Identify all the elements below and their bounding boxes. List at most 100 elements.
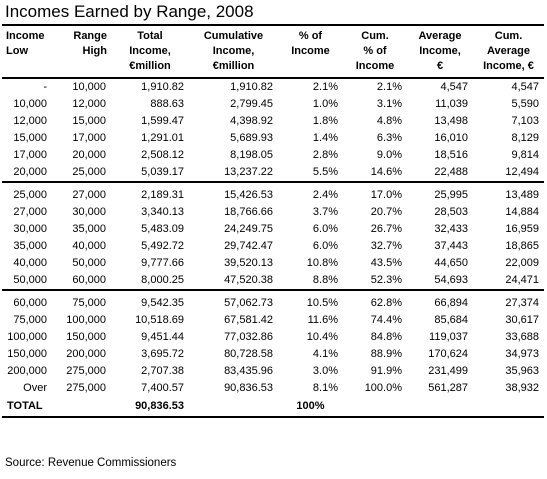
cell-range-high: 15,000: [72, 115, 106, 127]
cell-cum-pct-income: 88.9%: [370, 348, 402, 360]
cell-cum-pct-income: 6.3%: [376, 132, 402, 144]
cell-cumulative-income: 5,689.93: [230, 132, 273, 144]
cell-income-low: 40,000: [13, 257, 47, 269]
cell-total-income: 888.63: [150, 98, 184, 110]
table-row: 200,000 275,000 2,707.38 83,435.96 3.0% 91.9%…: [2, 363, 544, 380]
cell-cum-average-income: 18,865: [505, 240, 539, 252]
cell-range-high: 40,000: [72, 240, 106, 252]
header-cum-pct-income: Cum. % of Income: [343, 24, 407, 79]
cell-pct-income: 3.7%: [312, 206, 338, 218]
cell-cum-average-income: 16,959: [505, 223, 539, 235]
cell-cum-average-income: 27,374: [505, 297, 539, 309]
cell-cum-pct-income: 2.1%: [376, 81, 402, 93]
total-row: TOTAL 90,836.53 100%: [2, 397, 544, 418]
cell-range-high: 275,000: [66, 365, 106, 377]
cell-cum-average-income: 7,103: [511, 115, 539, 127]
table-row: 20,000 25,000 5,039.17 13,237.22 5.5% 14.6% 22…: [2, 164, 544, 183]
cell-total-income: 5,492.72: [141, 240, 184, 252]
cell-total-income: 3,695.72: [141, 348, 184, 360]
table-row: 35,000 40,000 5,492.72 29,742.47 6.0% 32.7% 37…: [2, 238, 544, 255]
cell-cumulative-income: 4,398.92: [230, 115, 273, 127]
cell-range-high: 30,000: [72, 206, 106, 218]
cell-cum-pct-income: 62.8%: [370, 297, 402, 309]
cell-range-high: 25,000: [52, 164, 111, 183]
cell-income-low: 27,000: [13, 206, 47, 218]
cell-range-high: 27,000: [72, 189, 106, 201]
cell-pct-income: 10.4%: [306, 331, 338, 343]
table-row: 30,000 35,000 5,483.09 24,249.75 6.0% 26.7% 32…: [2, 221, 544, 238]
cell-range-high: 275,000: [66, 382, 106, 394]
cell-pct-income: 4.1%: [312, 348, 338, 360]
cell-pct-income: 10.8%: [306, 257, 338, 269]
cell-total-income: 5,483.09: [141, 223, 184, 235]
cell-average-income: 561,287: [428, 382, 468, 394]
table-row: 100,000 150,000 9,451.44 77,032.86 10.4% 84.8…: [2, 329, 544, 346]
cell-cumulative-income: 47,520.38: [189, 272, 278, 291]
cell-average-income: 32,433: [434, 223, 468, 235]
cell-range-high: 35,000: [72, 223, 106, 235]
cell-cumulative-income: 90,836.53: [224, 382, 273, 394]
table-row: 150,000 200,000 3,695.72 80,728.58 4.1% 88.9%…: [2, 346, 544, 363]
table-row: 40,000 50,000 9,777.66 39,520.13 10.8% 43.5% 4…: [2, 255, 544, 272]
cell-income-low: Over: [23, 382, 47, 394]
cell-total-income: 9,542.35: [141, 297, 184, 309]
table-row: Over 275,000 7,400.57 90,836.53 8.1% 100.0% 56…: [2, 380, 544, 397]
total-empty-3: [343, 397, 407, 418]
source-note: Source: Revenue Commissioners: [5, 457, 177, 469]
cell-cumulative-income: 77,032.86: [224, 331, 273, 343]
cell-total-income: 8,000.25: [111, 272, 189, 291]
total-label: TOTAL: [2, 397, 52, 418]
cell-income-low: 35,000: [13, 240, 47, 252]
cell-income-low: -: [43, 81, 47, 93]
cell-average-income: 13,498: [434, 115, 468, 127]
table-row: 17,000 20,000 2,508.12 8,198.05 2.8% 9.0% 18,5…: [2, 147, 544, 164]
cell-total-income: 2,508.12: [141, 149, 184, 161]
cell-cum-pct-income: 74.4%: [370, 314, 402, 326]
cell-cum-pct-income: 3.1%: [376, 98, 402, 110]
cell-cumulative-income: 57,062.73: [224, 297, 273, 309]
cell-income-low: 30,000: [13, 223, 47, 235]
cell-pct-income: 1.8%: [312, 115, 338, 127]
cell-cum-average-income: 14,884: [505, 206, 539, 218]
cell-pct-income: 3.0%: [312, 365, 338, 377]
cell-income-low: 10,000: [13, 98, 47, 110]
cell-pct-income: 6.0%: [312, 240, 338, 252]
cell-pct-income: 5.5%: [278, 164, 343, 183]
cell-income-low: 20,000: [2, 164, 52, 183]
header-cum-average-income: Cum. Average Income, €: [473, 24, 544, 79]
cell-pct-income: 10.5%: [306, 297, 338, 309]
cell-cum-average-income: 13,489: [505, 189, 539, 201]
cell-income-low: 50,000: [2, 272, 52, 291]
total-empty-2: [189, 397, 278, 418]
cell-range-high: 17,000: [72, 132, 106, 144]
cell-cumulative-income: 29,742.47: [224, 240, 273, 252]
cell-cum-pct-income: 4.8%: [376, 115, 402, 127]
cell-cum-average-income: 5,590: [511, 98, 539, 110]
cell-cumulative-income: 83,435.96: [224, 365, 273, 377]
cell-average-income: 22,488: [407, 164, 473, 183]
cell-range-high: 100,000: [66, 314, 106, 326]
table-row: 12,000 15,000 1,599.47 4,398.92 1.8% 4.8% 13,4…: [2, 113, 544, 130]
cell-pct-income: 6.0%: [312, 223, 338, 235]
cell-cum-average-income: 33,688: [505, 331, 539, 343]
table-row: 60,000 75,000 9,542.35 57,062.73 10.5% 62.8% 6…: [2, 290, 544, 312]
incomes-table: Income Low Range High Total Income, €mil…: [2, 24, 544, 418]
cell-pct-income: 2.4%: [312, 189, 338, 201]
cell-range-high: 60,000: [52, 272, 111, 291]
cell-cum-pct-income: 84.8%: [370, 331, 402, 343]
cell-income-low: 100,000: [7, 331, 47, 343]
total-empty-4: [407, 397, 473, 418]
cell-total-income: 1,599.47: [141, 115, 184, 127]
table-row: 10,000 12,000 888.63 2,799.45 1.0% 3.1% 11,039…: [2, 96, 544, 113]
cell-range-high: 12,000: [72, 98, 106, 110]
cell-cum-average-income: 30,617: [505, 314, 539, 326]
cell-average-income: 54,693: [407, 272, 473, 291]
cell-cum-pct-income: 52.3%: [343, 272, 407, 291]
cell-cumulative-income: 2,799.45: [230, 98, 273, 110]
cell-cumulative-income: 24,249.75: [224, 223, 273, 235]
cell-cum-average-income: 12,494: [473, 164, 544, 183]
table-body: - 10,000 1,910.82 1,910.82 2.1% 2.1% 4,547 4,54…: [2, 78, 544, 397]
cell-cum-pct-income: 20.7%: [370, 206, 402, 218]
cell-average-income: 18,516: [434, 149, 468, 161]
header-pct-income: % of Income: [278, 24, 343, 79]
